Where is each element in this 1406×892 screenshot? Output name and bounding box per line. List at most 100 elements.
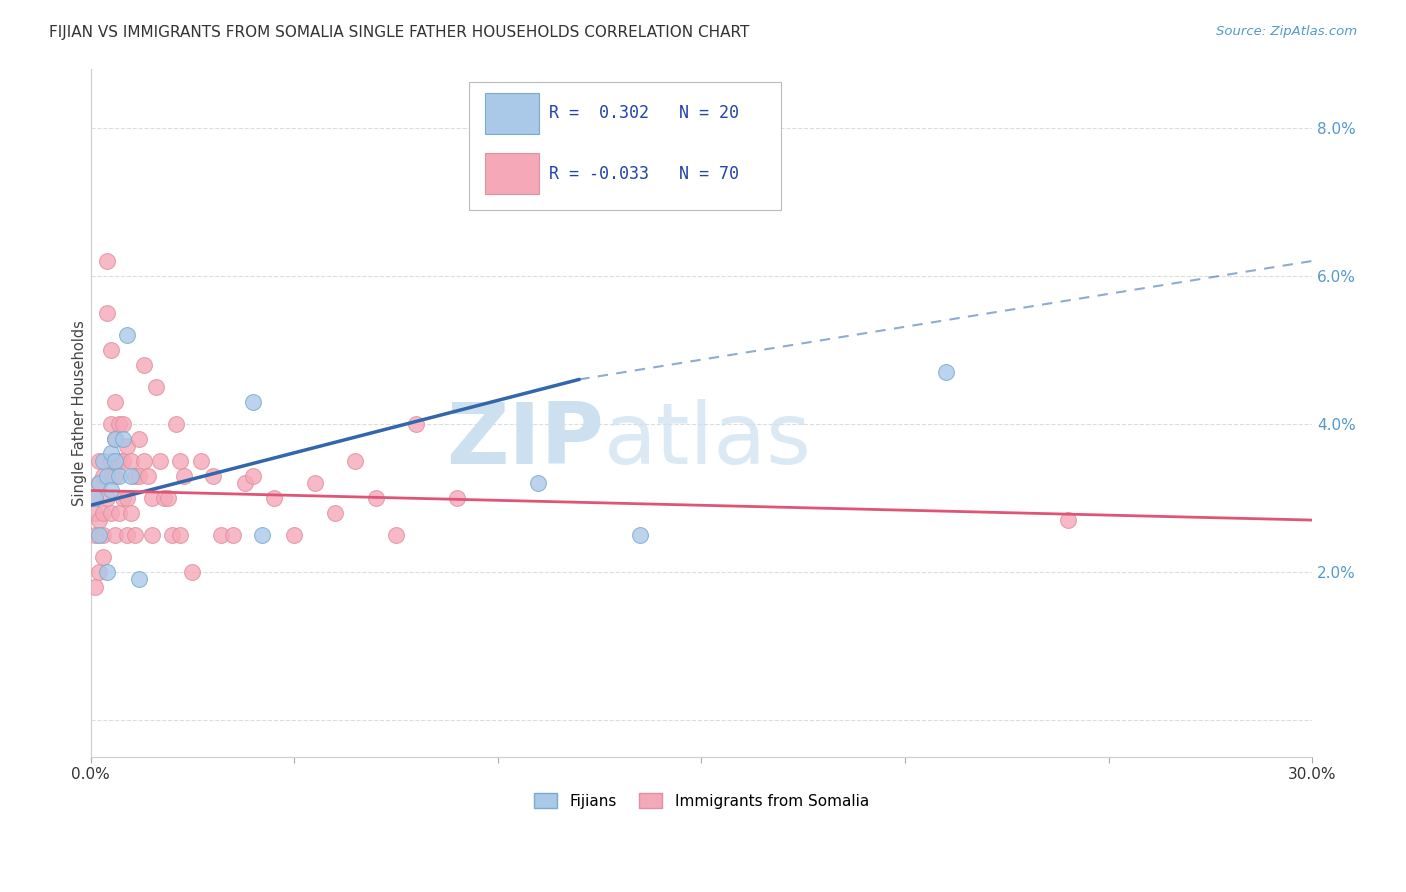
Point — [87, 528, 110, 542]
Point — [128, 432, 150, 446]
Point — [233, 476, 256, 491]
Point — [364, 491, 387, 505]
Point — [160, 528, 183, 542]
FancyBboxPatch shape — [485, 94, 538, 134]
Point — [87, 565, 110, 579]
Point — [385, 528, 408, 542]
Point — [100, 454, 122, 468]
Point — [96, 565, 118, 579]
Point — [83, 580, 105, 594]
Legend: Fijians, Immigrants from Somalia: Fijians, Immigrants from Somalia — [527, 787, 875, 814]
Point — [104, 528, 127, 542]
Point — [117, 328, 139, 343]
Point — [628, 528, 651, 542]
Point — [91, 506, 114, 520]
Point — [132, 358, 155, 372]
Point — [323, 506, 346, 520]
Point — [181, 565, 204, 579]
Point — [222, 528, 245, 542]
Point — [108, 454, 131, 468]
Point — [104, 394, 127, 409]
Text: R = -0.033   N = 70: R = -0.033 N = 70 — [548, 165, 738, 183]
Point — [153, 491, 176, 505]
Point — [108, 506, 131, 520]
Point — [112, 417, 135, 431]
Point — [104, 468, 127, 483]
Text: Source: ZipAtlas.com: Source: ZipAtlas.com — [1216, 25, 1357, 38]
Point — [128, 468, 150, 483]
Point — [108, 468, 131, 483]
Point — [263, 491, 285, 505]
Point — [141, 528, 163, 542]
Point — [96, 468, 118, 483]
Point — [190, 454, 212, 468]
Point — [935, 365, 957, 379]
Point — [156, 491, 179, 505]
Point — [112, 432, 135, 446]
Point — [91, 468, 114, 483]
Point — [242, 394, 264, 409]
Point — [283, 528, 305, 542]
Point — [242, 468, 264, 483]
Point — [108, 417, 131, 431]
Point — [104, 432, 127, 446]
Point — [120, 468, 142, 483]
Point — [120, 454, 142, 468]
Text: R =  0.302   N = 20: R = 0.302 N = 20 — [548, 104, 738, 122]
Point — [250, 528, 273, 542]
Point — [87, 513, 110, 527]
Point — [100, 483, 122, 498]
Point — [120, 506, 142, 520]
Point — [165, 417, 187, 431]
Point — [141, 491, 163, 505]
Point — [91, 454, 114, 468]
Point — [405, 417, 427, 431]
Point — [104, 454, 127, 468]
Y-axis label: Single Father Households: Single Father Households — [72, 320, 87, 506]
FancyBboxPatch shape — [470, 82, 780, 210]
Point — [173, 468, 195, 483]
Point — [91, 550, 114, 565]
Point — [201, 468, 224, 483]
Point — [117, 528, 139, 542]
Point — [112, 454, 135, 468]
Point — [149, 454, 172, 468]
Text: atlas: atlas — [603, 399, 811, 482]
Point — [100, 343, 122, 357]
Point — [104, 432, 127, 446]
Point — [87, 454, 110, 468]
Point — [169, 528, 191, 542]
Point — [83, 491, 105, 505]
Point — [117, 491, 139, 505]
Text: FIJIAN VS IMMIGRANTS FROM SOMALIA SINGLE FATHER HOUSEHOLDS CORRELATION CHART: FIJIAN VS IMMIGRANTS FROM SOMALIA SINGLE… — [49, 25, 749, 40]
Point — [96, 306, 118, 320]
Point — [304, 476, 326, 491]
Point — [83, 491, 105, 505]
Point — [100, 468, 122, 483]
Point — [1056, 513, 1078, 527]
Point — [100, 446, 122, 460]
Point — [96, 254, 118, 268]
Point — [87, 476, 110, 491]
Point — [136, 468, 159, 483]
Point — [128, 572, 150, 586]
Point — [124, 468, 146, 483]
FancyBboxPatch shape — [485, 153, 538, 194]
Point — [209, 528, 232, 542]
Point — [344, 454, 367, 468]
Point — [446, 491, 468, 505]
Point — [83, 506, 105, 520]
Point — [100, 506, 122, 520]
Point — [124, 528, 146, 542]
Point — [169, 454, 191, 468]
Point — [145, 380, 167, 394]
Point — [96, 491, 118, 505]
Text: ZIP: ZIP — [446, 399, 603, 482]
Point — [83, 528, 105, 542]
Point — [87, 476, 110, 491]
Point — [91, 528, 114, 542]
Point — [112, 491, 135, 505]
Point — [100, 417, 122, 431]
Point — [117, 439, 139, 453]
Point — [132, 454, 155, 468]
